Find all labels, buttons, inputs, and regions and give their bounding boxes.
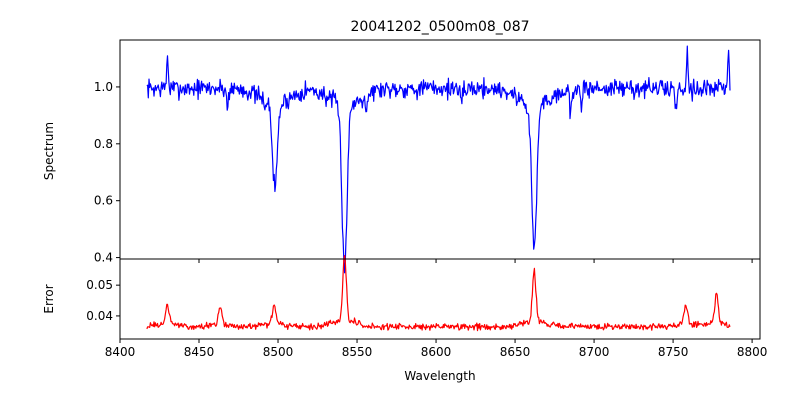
spectrum-series-line [146,45,731,274]
error-x-tick-label: 8600 [421,345,452,359]
spectrum-y-axis: 0.4 0.6 0.8 1.0 [94,80,120,265]
error-x-tick-label: 8750 [658,345,689,359]
error-y-axis-label: Error [42,284,56,313]
error-x-tick-label: 8450 [184,345,215,359]
chart-title: 20041202_0500m08_087 [350,19,529,35]
error-x-axis: 8400 8450 8500 8550 8600 8650 8700 8750 8800 [105,339,768,359]
error-plot-area [146,255,731,332]
spectrum-y-tick-label: 1.0 [94,80,113,94]
error-y-axis: 0.04 0.05 [86,278,120,323]
spectrum-y-tick-label: 0.4 [94,251,113,265]
spectrum-y-tick-label: 0.8 [94,137,113,151]
spectrum-plot-area [146,45,731,274]
error-x-tick-label: 8550 [342,345,373,359]
error-x-tick-label: 8400 [105,345,136,359]
spectrum-y-tick-label: 0.6 [94,194,113,208]
spectrum-y-axis-label: Spectrum [42,122,56,180]
error-axes-frame [119,258,761,340]
error-series-line [146,255,731,332]
error-y-tick-label: 0.04 [86,309,113,323]
x-axis-label: Wavelength [404,369,475,383]
error-x-tick-label: 8800 [737,345,768,359]
error-y-tick-label: 0.05 [86,278,113,292]
error-x-tick-label: 8650 [500,345,531,359]
error-x-tick-label: 8700 [579,345,610,359]
error-panel: 0.04 0.05 8400 8450 8500 8550 8600 8650 8700 875… [42,255,768,359]
error-x-tick-label: 8500 [263,345,294,359]
